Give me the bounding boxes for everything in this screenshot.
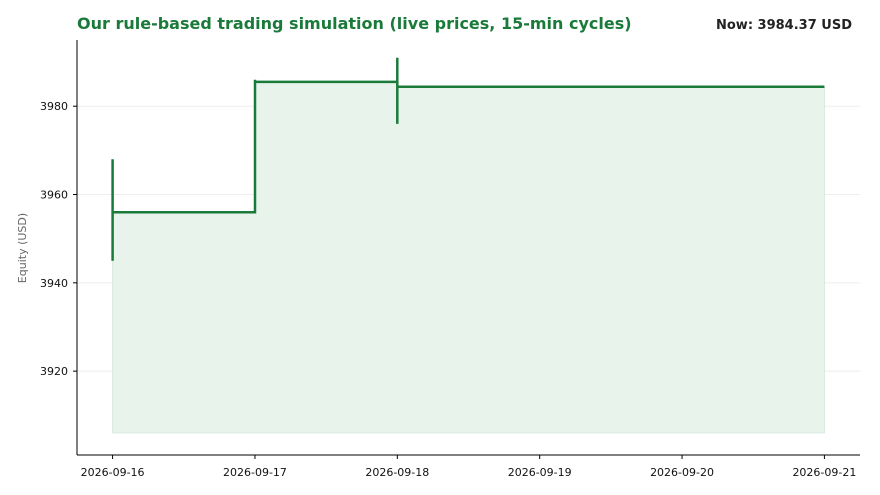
x-tick-label: 2026-09-21 — [792, 466, 856, 479]
y-tick-label: 3940 — [40, 277, 68, 290]
current-value-label: Now: 3984.37 USD — [716, 18, 852, 33]
x-tick-label: 2026-09-16 — [81, 466, 145, 479]
y-axis-label: Equity (USD) — [16, 213, 29, 283]
x-axis-ticks: 2026-09-16 2026-09-17 2026-09-18 2026-09-19… — [81, 455, 856, 479]
x-tick-label: 2026-09-19 — [508, 466, 572, 479]
equity-area-fill — [112, 57, 825, 434]
x-tick-label: 2026-09-18 — [365, 466, 429, 479]
y-tick-label: 3920 — [40, 365, 68, 378]
x-tick-label: 2026-09-17 — [223, 466, 287, 479]
y-tick-label: 3980 — [40, 100, 68, 113]
x-tick-label: 2026-09-20 — [650, 466, 714, 479]
chart-title: Our rule-based trading simulation (live … — [77, 14, 632, 33]
y-tick-label: 3960 — [40, 189, 68, 202]
y-axis-ticks: 3920 3940 3960 3980 — [40, 100, 77, 378]
equity-step-line — [111, 57, 825, 261]
